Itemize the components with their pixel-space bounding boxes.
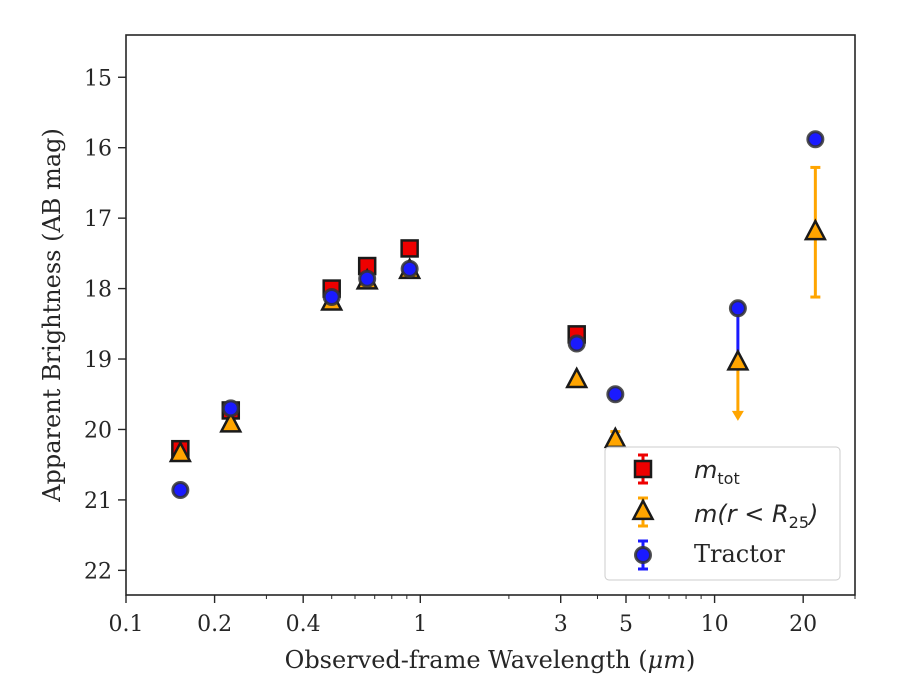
triangle-point xyxy=(565,366,589,389)
x-tick-label: 10 xyxy=(701,612,729,637)
legend-box xyxy=(604,446,841,581)
legend-label-tractor: Tractor xyxy=(694,540,785,568)
circle-point xyxy=(358,269,377,288)
x-tick-label: 5 xyxy=(619,612,633,637)
y-tick-label: 16 xyxy=(84,137,112,162)
y-tick-label: 17 xyxy=(84,207,112,232)
triangle-point xyxy=(168,440,192,463)
circle-point xyxy=(171,481,190,500)
circle-point xyxy=(806,130,825,149)
legend-label-m-r25: m(r < R25) xyxy=(694,500,818,532)
plot-frame xyxy=(125,34,856,596)
x-tick-label: 20 xyxy=(789,612,817,637)
x-tick-label: 0.2 xyxy=(197,612,232,637)
y-tick-label: 19 xyxy=(84,348,112,373)
triangle-point xyxy=(219,410,243,433)
legend: mtot m(r < R25) Tractor xyxy=(604,446,841,581)
x-tick-label: 1 xyxy=(413,612,427,637)
y-tick-label: 21 xyxy=(84,489,112,514)
legend-square-marker xyxy=(633,459,653,479)
legend-label-mtot: mtot xyxy=(694,456,740,488)
x-axis-label: Observed-frame Wavelength (μm) xyxy=(285,646,696,674)
upper-limit-arrowhead xyxy=(731,410,744,421)
y-axis-label: Apparent Brightness (AB mag) xyxy=(38,128,66,503)
y-tick-label: 18 xyxy=(84,278,112,303)
circle-point xyxy=(606,385,625,404)
triangle-point xyxy=(803,218,827,241)
circle-point xyxy=(728,299,747,318)
x-tick-label: 0.1 xyxy=(109,612,144,637)
circle-point xyxy=(322,288,341,307)
circle-point xyxy=(221,399,240,418)
y-tick-label: 22 xyxy=(84,559,112,584)
triangle-point xyxy=(603,426,627,449)
x-tick-label: 0.4 xyxy=(286,612,321,637)
y-tick-label: 15 xyxy=(84,66,112,91)
square-point xyxy=(400,239,419,258)
legend-triangle-marker xyxy=(631,498,655,521)
y-tick-label: 20 xyxy=(84,418,112,443)
circle-point xyxy=(567,334,586,353)
legend-circle-marker xyxy=(634,546,652,564)
circle-point xyxy=(400,259,419,278)
triangle-point xyxy=(726,348,750,371)
x-tick-label: 3 xyxy=(554,612,568,637)
